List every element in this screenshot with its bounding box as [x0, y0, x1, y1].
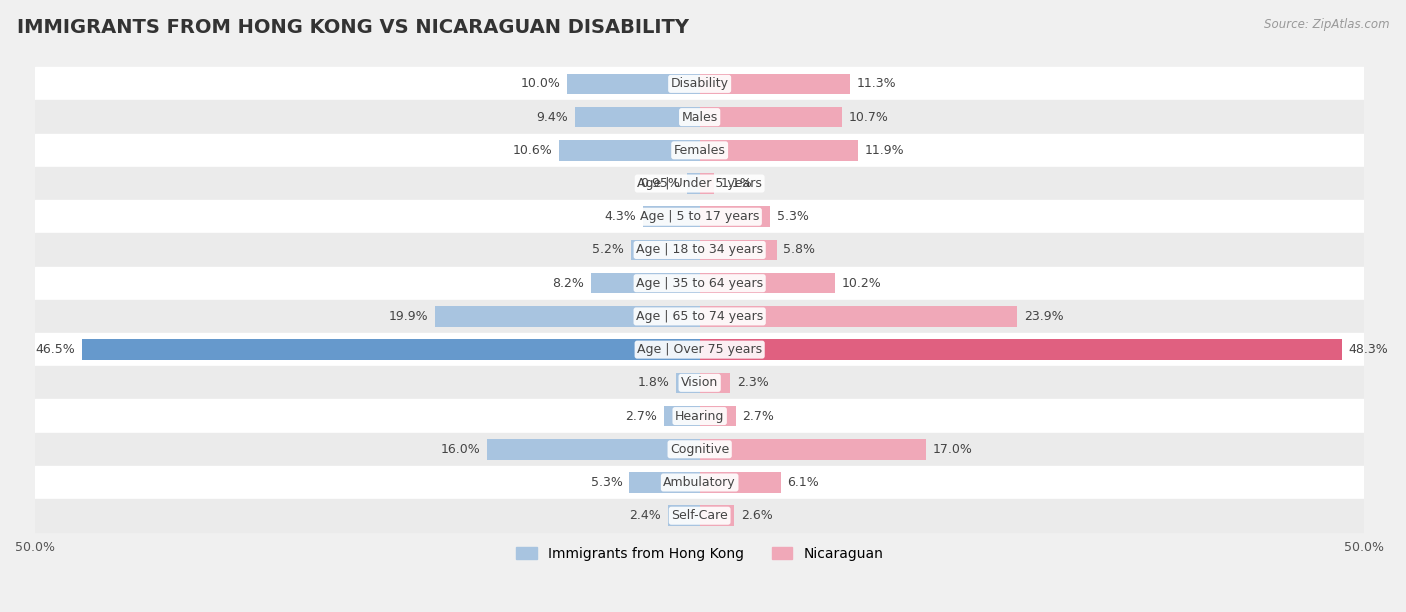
- Text: 10.0%: 10.0%: [520, 77, 560, 91]
- Text: 10.6%: 10.6%: [512, 144, 553, 157]
- Bar: [35, 400, 1364, 433]
- Bar: [700, 406, 735, 427]
- Bar: [591, 273, 700, 294]
- Bar: [35, 67, 1364, 100]
- Bar: [35, 233, 1364, 267]
- Text: 10.7%: 10.7%: [849, 111, 889, 124]
- Bar: [35, 366, 1364, 400]
- Bar: [35, 267, 1364, 300]
- Text: 11.3%: 11.3%: [856, 77, 896, 91]
- Text: 1.1%: 1.1%: [721, 177, 752, 190]
- Bar: [700, 173, 714, 194]
- Text: Age | Under 5 years: Age | Under 5 years: [637, 177, 762, 190]
- Bar: [700, 73, 849, 94]
- Bar: [35, 499, 1364, 532]
- Bar: [486, 439, 700, 460]
- Text: 17.0%: 17.0%: [932, 442, 972, 456]
- Bar: [35, 333, 1364, 366]
- Bar: [35, 466, 1364, 499]
- Bar: [35, 433, 1364, 466]
- Text: 8.2%: 8.2%: [553, 277, 583, 289]
- Bar: [558, 140, 700, 160]
- Text: 6.1%: 6.1%: [787, 476, 820, 489]
- Text: 5.8%: 5.8%: [783, 244, 815, 256]
- Text: Vision: Vision: [681, 376, 718, 389]
- Bar: [35, 100, 1364, 133]
- Text: Source: ZipAtlas.com: Source: ZipAtlas.com: [1264, 18, 1389, 31]
- Bar: [700, 373, 730, 393]
- Text: Self-Care: Self-Care: [671, 509, 728, 522]
- Text: 4.3%: 4.3%: [605, 211, 636, 223]
- Text: 0.95%: 0.95%: [641, 177, 681, 190]
- Bar: [35, 300, 1364, 333]
- Text: 5.3%: 5.3%: [591, 476, 623, 489]
- Text: Hearing: Hearing: [675, 409, 724, 422]
- Bar: [575, 107, 700, 127]
- Text: 10.2%: 10.2%: [842, 277, 882, 289]
- Text: 19.9%: 19.9%: [389, 310, 429, 323]
- Text: 5.3%: 5.3%: [776, 211, 808, 223]
- Text: 2.7%: 2.7%: [742, 409, 775, 422]
- Text: Males: Males: [682, 111, 718, 124]
- Text: Disability: Disability: [671, 77, 728, 91]
- Bar: [668, 506, 700, 526]
- Text: 9.4%: 9.4%: [536, 111, 568, 124]
- Bar: [688, 173, 700, 194]
- Bar: [567, 73, 700, 94]
- Bar: [700, 206, 770, 227]
- Text: Females: Females: [673, 144, 725, 157]
- Bar: [700, 506, 734, 526]
- Bar: [700, 306, 1018, 327]
- Bar: [700, 107, 842, 127]
- Bar: [676, 373, 700, 393]
- Text: Age | 35 to 64 years: Age | 35 to 64 years: [636, 277, 763, 289]
- Bar: [700, 140, 858, 160]
- Text: 11.9%: 11.9%: [865, 144, 904, 157]
- Bar: [700, 240, 776, 260]
- Text: 2.6%: 2.6%: [741, 509, 773, 522]
- Bar: [700, 439, 925, 460]
- Text: 2.4%: 2.4%: [630, 509, 661, 522]
- Text: 2.7%: 2.7%: [626, 409, 657, 422]
- Bar: [35, 167, 1364, 200]
- Bar: [700, 273, 835, 294]
- Bar: [643, 206, 700, 227]
- Text: 48.3%: 48.3%: [1348, 343, 1388, 356]
- Text: 5.2%: 5.2%: [592, 244, 624, 256]
- Bar: [82, 339, 700, 360]
- Text: Age | Over 75 years: Age | Over 75 years: [637, 343, 762, 356]
- Bar: [434, 306, 700, 327]
- Bar: [700, 472, 780, 493]
- Bar: [664, 406, 700, 427]
- Bar: [35, 200, 1364, 233]
- Text: 1.8%: 1.8%: [637, 376, 669, 389]
- Text: 46.5%: 46.5%: [35, 343, 75, 356]
- Text: Ambulatory: Ambulatory: [664, 476, 735, 489]
- Text: Age | 18 to 34 years: Age | 18 to 34 years: [636, 244, 763, 256]
- Bar: [35, 133, 1364, 167]
- Bar: [630, 472, 700, 493]
- Bar: [700, 339, 1341, 360]
- Text: 16.0%: 16.0%: [440, 442, 481, 456]
- Text: Age | 65 to 74 years: Age | 65 to 74 years: [636, 310, 763, 323]
- Text: 2.3%: 2.3%: [737, 376, 769, 389]
- Text: IMMIGRANTS FROM HONG KONG VS NICARAGUAN DISABILITY: IMMIGRANTS FROM HONG KONG VS NICARAGUAN …: [17, 18, 689, 37]
- Bar: [630, 240, 700, 260]
- Legend: Immigrants from Hong Kong, Nicaraguan: Immigrants from Hong Kong, Nicaraguan: [510, 542, 889, 567]
- Text: Age | 5 to 17 years: Age | 5 to 17 years: [640, 211, 759, 223]
- Text: 23.9%: 23.9%: [1024, 310, 1064, 323]
- Text: Cognitive: Cognitive: [671, 442, 730, 456]
